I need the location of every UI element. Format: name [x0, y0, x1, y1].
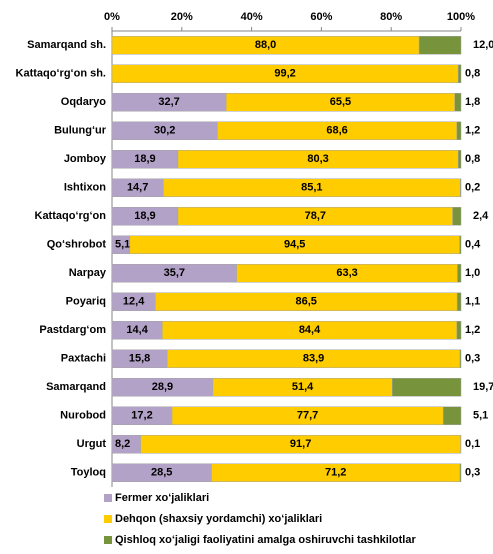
bar-segment — [442, 406, 462, 425]
data-label: 86,5 — [296, 296, 317, 308]
data-label: 0,2 — [465, 182, 480, 194]
y-tick-label: Samarqand — [46, 381, 106, 393]
y-tick-label: Jomboy — [64, 153, 107, 165]
data-label: 15,8 — [129, 353, 150, 365]
data-label: 30,2 — [154, 125, 175, 137]
data-label: 0,3 — [465, 353, 480, 365]
data-label: 85,1 — [301, 182, 322, 194]
data-label: 2,4 — [473, 210, 489, 222]
data-label: 14,7 — [127, 182, 148, 194]
bar-segment — [457, 150, 462, 169]
data-label: 65,5 — [330, 96, 351, 108]
data-label: 80,3 — [307, 153, 328, 165]
y-tick-label: Narpay — [69, 267, 107, 279]
legend-label: Fermer xo‘jaliklari — [115, 492, 209, 504]
data-label: 14,4 — [126, 324, 148, 336]
data-label: 1,8 — [465, 96, 480, 108]
data-label: 8,2 — [115, 438, 130, 450]
bar-segment — [459, 463, 462, 482]
legend-label: Dehqon (shaxsiy yordamchi) xo‘jaliklari — [115, 513, 322, 525]
data-label: 63,3 — [336, 267, 357, 279]
data-label: 51,4 — [292, 381, 314, 393]
data-label: 84,4 — [299, 324, 321, 336]
bar-segment — [454, 93, 462, 112]
legend-swatch — [104, 536, 112, 544]
data-label: 0,8 — [465, 153, 480, 165]
data-label: 0,3 — [465, 467, 480, 479]
data-label: 18,9 — [134, 153, 155, 165]
bar-segment — [459, 235, 462, 254]
y-tick-label: Pastdarg‘om — [39, 324, 106, 336]
y-tick-label: Samarqand sh. — [27, 39, 106, 51]
data-label: 1,2 — [465, 324, 480, 336]
bar-segment — [456, 321, 462, 340]
legend-label: Qishloq xo‘jaligi faoliyatini amalga osh… — [115, 534, 416, 546]
x-tick-label: 100% — [447, 11, 475, 23]
x-tick-label: 20% — [171, 11, 193, 23]
data-label: 1,1 — [465, 296, 480, 308]
data-label: 0,4 — [465, 239, 481, 251]
x-tick-label: 60% — [310, 11, 332, 23]
data-label: 12,4 — [123, 296, 145, 308]
x-tick-label: 0% — [104, 11, 120, 23]
data-label: 71,2 — [325, 467, 346, 479]
data-label: 88,0 — [255, 39, 276, 51]
data-label: 1,0 — [465, 267, 480, 279]
data-label: 12,0 — [473, 39, 493, 51]
data-label: 28,5 — [151, 467, 172, 479]
bar-segment — [459, 349, 462, 368]
data-label: 78,7 — [305, 210, 326, 222]
data-label: 83,9 — [303, 353, 324, 365]
bar-segment — [456, 292, 462, 311]
x-tick-label: 80% — [380, 11, 402, 23]
y-tick-label: Oqdaryo — [61, 96, 107, 108]
data-label: 91,7 — [290, 438, 311, 450]
y-tick-label: Poyariq — [66, 296, 106, 308]
data-label: 1,2 — [465, 125, 480, 137]
bar-segment — [457, 264, 462, 283]
y-tick-label: Paxtachi — [61, 353, 106, 365]
bar-segment — [391, 378, 462, 397]
data-label: 19,7 — [473, 381, 493, 393]
data-label: 77,7 — [297, 410, 318, 422]
bar-segment — [456, 121, 462, 140]
data-label: 5,1 — [115, 239, 130, 251]
legend-swatch — [104, 515, 112, 523]
x-tick-label: 40% — [241, 11, 263, 23]
bar-segment — [460, 178, 462, 197]
data-label: 0,8 — [465, 68, 480, 80]
data-label: 35,7 — [164, 267, 185, 279]
y-tick-label: Qo‘shrobot — [47, 239, 107, 251]
y-tick-label: Urgut — [77, 438, 107, 450]
data-label: 99,2 — [274, 68, 295, 80]
y-tick-label: Toyloq — [71, 467, 106, 479]
data-label: 94,5 — [284, 239, 305, 251]
data-label: 68,6 — [326, 125, 347, 137]
y-tick-label: Ishtixon — [64, 182, 106, 194]
bar-segment — [452, 207, 462, 226]
data-label: 17,2 — [131, 410, 152, 422]
data-label: 18,9 — [134, 210, 155, 222]
data-label: 0,1 — [465, 438, 480, 450]
y-tick-label: Kattaqo‘rg‘on — [35, 210, 107, 222]
data-label: 28,9 — [152, 381, 173, 393]
data-label: 32,7 — [158, 96, 179, 108]
y-tick-label: Bulung‘ur — [54, 125, 107, 137]
y-tick-label: Kattaqo‘rg‘on sh. — [16, 68, 106, 80]
legend-swatch — [104, 494, 112, 502]
bar-segment — [418, 36, 462, 55]
data-label: 5,1 — [473, 410, 488, 422]
bar-segment — [457, 64, 462, 83]
y-tick-label: Nurobod — [60, 410, 106, 422]
